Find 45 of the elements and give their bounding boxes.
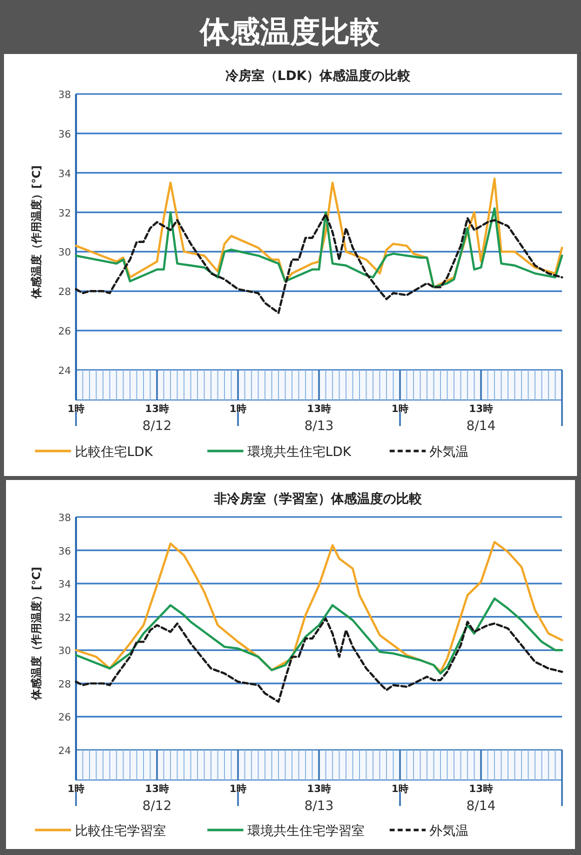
legend-label: 外気温 (430, 824, 469, 839)
y-tick-label: 28 (58, 287, 71, 298)
legend-label: 環境共生住宅学習室 (247, 823, 364, 839)
y-tick-label: 24 (58, 366, 71, 377)
y-tick-label: 36 (58, 546, 71, 558)
text: 8/13 (304, 419, 334, 434)
chart-subtitle: 冷房室（LDK）体感温度の比較 (225, 68, 412, 84)
y-tick-label: 30 (58, 646, 71, 658)
x-tick-label: 1時 (392, 783, 408, 795)
legend-label: 比較住宅学習室 (75, 823, 166, 839)
text: 8/14 (466, 419, 496, 434)
legend-label: 環境共生住宅LDK (247, 444, 352, 460)
y-tick-label: 34 (58, 580, 71, 591)
x-tick-label: 1時 (230, 783, 246, 795)
y-tick-label: 26 (58, 326, 71, 338)
chart-title: 非冷房室（学習室）体感温度の比較 (213, 491, 423, 507)
x-tick-label: 13時 (469, 783, 493, 795)
y-tick-label: 38 (58, 90, 71, 101)
x-tick-label: 1時 (68, 783, 84, 795)
x-tick-label: 1時 (230, 403, 246, 415)
x-tick-label: 1時 (392, 403, 408, 415)
y-tick-label: 26 (58, 712, 71, 724)
x-tick-label: 13時 (307, 403, 331, 415)
y-tick-label: 30 (58, 248, 71, 259)
text: 8/13 (304, 799, 334, 814)
x-tick-label: 13時 (307, 783, 331, 795)
text: 8/14 (466, 799, 496, 814)
y-axis-title: 体感温度（作用温度）[℃] (30, 165, 43, 300)
y-tick-label: 24 (58, 746, 71, 757)
x-tick-label: 13時 (469, 403, 493, 415)
x-tick-label: 13時 (145, 403, 169, 415)
y-tick-label: 28 (58, 679, 71, 690)
text: 8/12 (142, 799, 172, 814)
y-axis-title: 体感温度（作用温度）[℃] (30, 566, 43, 702)
x-tick-label: 13時 (145, 783, 169, 795)
x-tick-label: 1時 (68, 403, 84, 415)
y-tick-label: 32 (58, 612, 71, 624)
y-tick-label: 38 (58, 513, 71, 524)
y-tick-label: 36 (58, 129, 71, 140)
y-tick-label: 32 (58, 208, 71, 220)
legend-label: 外気温 (430, 445, 469, 460)
legend-label: 比較住宅LDK (75, 444, 154, 460)
y-tick-label: 34 (58, 168, 71, 180)
text: 8/12 (142, 419, 172, 434)
chart-title: 体感温度比較 (199, 15, 380, 50)
